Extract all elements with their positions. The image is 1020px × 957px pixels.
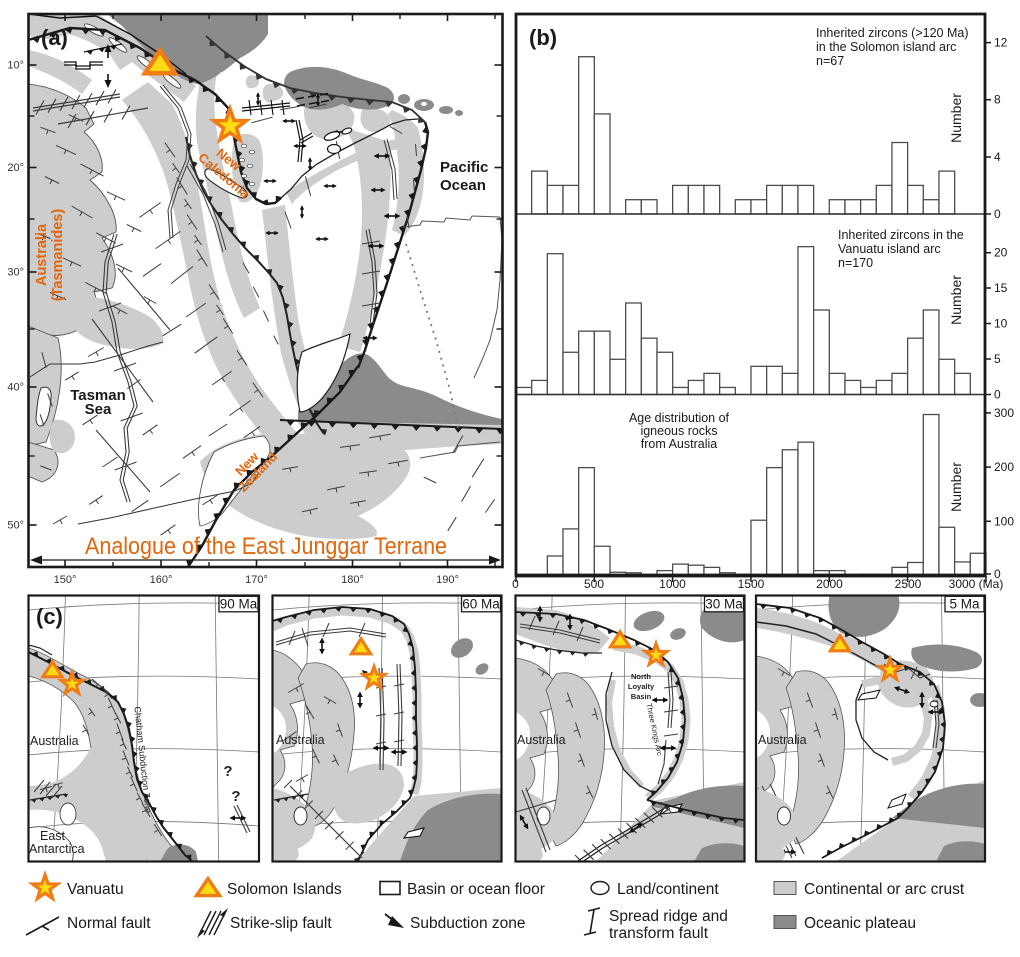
svg-text:2000: 2000 [816, 577, 843, 591]
svg-text:5 Ma: 5 Ma [949, 597, 980, 612]
svg-text:Vanuatu island arc: Vanuatu island arc [838, 242, 941, 256]
svg-text:(c): (c) [36, 604, 63, 629]
svg-text:190°: 190° [436, 574, 459, 586]
svg-text:Australia: Australia [758, 733, 807, 747]
svg-text:150°: 150° [54, 574, 77, 586]
svg-text:1000: 1000 [659, 577, 686, 591]
svg-text:Tasman: Tasman [70, 387, 126, 404]
svg-text:Loyalty: Loyalty [628, 682, 655, 691]
svg-text:Number: Number [948, 93, 964, 143]
svg-text:Australia: Australia [34, 223, 50, 286]
svg-text:?: ? [231, 788, 240, 805]
svg-text:200: 200 [994, 460, 1014, 474]
svg-text:Australia: Australia [276, 733, 325, 747]
svg-text:Basin: Basin [631, 692, 652, 701]
svg-text:(b): (b) [529, 25, 557, 50]
svg-text:0: 0 [994, 207, 1001, 221]
svg-text:igneous rocks: igneous rocks [640, 424, 717, 438]
svg-text:Australia: Australia [517, 733, 566, 747]
svg-text:Spread ridge and: Spread ridge and [609, 908, 728, 925]
svg-text:Land/continent: Land/continent [617, 881, 719, 898]
svg-text:170°: 170° [245, 574, 268, 586]
svg-text:n=67: n=67 [816, 54, 844, 68]
svg-text:Antarctica: Antarctica [29, 842, 85, 856]
svg-text:20°: 20° [7, 162, 24, 174]
svg-text:Pacific: Pacific [440, 159, 488, 176]
svg-text:20: 20 [994, 246, 1008, 260]
svg-text:Australia: Australia [30, 734, 79, 748]
svg-text:40°: 40° [7, 382, 24, 394]
svg-text:10: 10 [994, 317, 1008, 331]
svg-text:5: 5 [994, 352, 1001, 366]
svg-text:n=170: n=170 [838, 256, 873, 270]
svg-text:Sea: Sea [85, 401, 112, 418]
svg-text:Oceanic plateau: Oceanic plateau [804, 915, 916, 932]
svg-text:North: North [631, 672, 651, 681]
svg-text:160°: 160° [150, 574, 173, 586]
svg-text:300: 300 [994, 406, 1014, 420]
svg-text:Vanuatu: Vanuatu [67, 881, 124, 898]
svg-text:Analogue of the East Junggar T: Analogue of the East Junggar Terrane [85, 533, 447, 560]
svg-text:0: 0 [994, 388, 1001, 402]
svg-text:15: 15 [994, 281, 1008, 295]
svg-text:4: 4 [994, 150, 1001, 164]
svg-text:180°: 180° [341, 574, 364, 586]
svg-text:30 Ma: 30 Ma [705, 597, 743, 612]
svg-text:Inherited zircons (>120 Ma): Inherited zircons (>120 Ma) [816, 26, 969, 40]
svg-text:90 Ma: 90 Ma [220, 597, 258, 612]
svg-text:3000 (Ma): 3000 (Ma) [949, 577, 1004, 591]
svg-text:Age distribution of: Age distribution of [629, 411, 730, 425]
svg-text:30°: 30° [7, 267, 24, 279]
svg-text:10°: 10° [7, 60, 24, 72]
svg-text:Strike-slip fault: Strike-slip fault [230, 915, 332, 932]
svg-text:12: 12 [994, 36, 1008, 50]
svg-text:in the Solomon island arc: in the Solomon island arc [816, 40, 956, 54]
svg-text:Ocean: Ocean [440, 177, 486, 194]
svg-text:Continental or arc crust: Continental or arc crust [804, 881, 965, 898]
svg-text:500: 500 [584, 577, 604, 591]
svg-text:(Tasmanides): (Tasmanides) [50, 209, 66, 302]
svg-text:50°: 50° [7, 520, 24, 532]
svg-text:100: 100 [994, 514, 1014, 528]
svg-text:Basin or ocean floor: Basin or ocean floor [407, 881, 545, 898]
svg-text:(a): (a) [41, 25, 68, 50]
svg-text:?: ? [223, 763, 232, 780]
svg-text:8: 8 [994, 93, 1001, 107]
svg-text:0: 0 [512, 577, 519, 591]
svg-text:Solomon Islands: Solomon Islands [227, 881, 342, 898]
svg-text:Number: Number [948, 275, 964, 325]
svg-text:0: 0 [994, 567, 1001, 581]
svg-text:Subduction zone: Subduction zone [410, 915, 525, 932]
svg-text:Inherited zircons in the: Inherited zircons in the [838, 228, 964, 242]
svg-text:2500: 2500 [895, 577, 922, 591]
svg-text:transform fault: transform fault [609, 925, 709, 942]
svg-text:from Australia: from Australia [641, 437, 717, 451]
svg-text:East: East [40, 829, 66, 843]
svg-text:1500: 1500 [738, 577, 765, 591]
svg-text:60 Ma: 60 Ma [462, 597, 500, 612]
svg-text:Number: Number [948, 462, 964, 512]
svg-text:Normal fault: Normal fault [67, 915, 151, 932]
